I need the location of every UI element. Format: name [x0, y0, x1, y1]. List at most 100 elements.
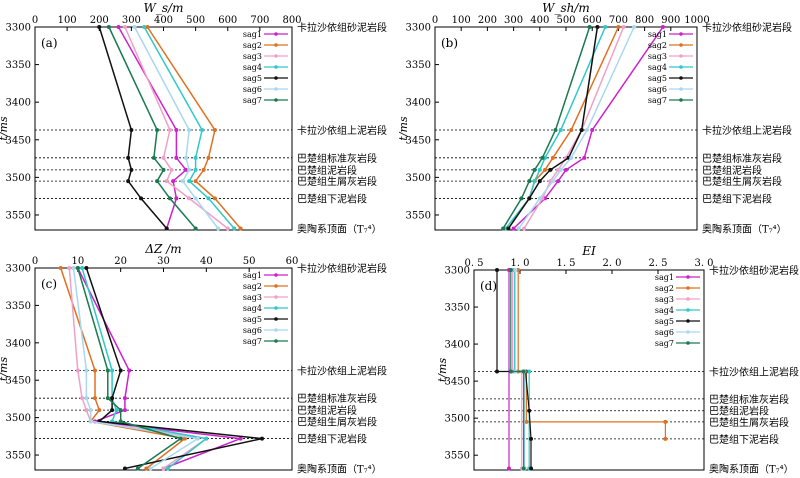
y-tick-label-b: 3500	[406, 173, 431, 184]
chart-title-a: W_s/m	[144, 1, 184, 15]
series-point-sag5-c	[110, 396, 115, 401]
legend-label-sag7-a: sag7	[243, 96, 262, 105]
x-tick-label-b: 500	[556, 15, 575, 26]
series-point-sag4-b	[537, 167, 542, 172]
x-tick-label-d: 1. 0	[510, 258, 529, 269]
series-point-sag6-b	[558, 167, 563, 172]
y-tick-label-b: 3350	[406, 60, 431, 71]
legend-label-sag3-a: sag3	[243, 52, 262, 61]
legend-label-sag2-c: sag2	[243, 282, 262, 291]
y-tick-label-b: 3300	[406, 23, 431, 34]
series-point-sag2-a	[212, 196, 217, 201]
series-point-sag4-c	[80, 266, 85, 270]
series-point-sag6-b	[537, 196, 542, 201]
y-tick-label-c: 3350	[6, 301, 31, 312]
legend-label-sag7-b: sag7	[648, 96, 667, 105]
series-line-sag2-d	[517, 270, 667, 439]
panel-b: 0 100 200 300 400 500 600 700 800 900 1000 3300 3350…	[397, 1, 792, 235]
legend-label-sag2-b: sag2	[648, 41, 667, 50]
legend-label-sag5-b: sag5	[648, 74, 667, 83]
legend-marker-sag4-b	[679, 65, 683, 69]
legend-marker-sag3-c	[274, 295, 278, 299]
series-point-sag5-d	[495, 268, 499, 272]
series-point-sag1-a	[174, 196, 179, 201]
series-point-sag1-b	[556, 179, 561, 184]
series-point-sag1-a	[174, 155, 179, 160]
y-tick-label-d: 3300	[445, 266, 470, 277]
series-point-sag4-c	[204, 436, 209, 441]
legend-marker-sag6-c	[274, 328, 278, 332]
strata-label-c: 巴楚组下泥岩段	[297, 433, 367, 446]
x-tick-label-b: 800	[635, 15, 654, 26]
panel-c: 0 10 20 30 40 50 60 3300 3350 3400 3450 3500 3550 ΔZ …	[0, 242, 387, 476]
series-point-sag2-c	[144, 466, 149, 471]
series-point-sag4-d	[527, 369, 532, 374]
strata-label-d: 巴楚组标准灰岩段	[709, 393, 789, 406]
series-point-sag1-c	[127, 368, 132, 373]
legend-marker-sag2-c	[274, 284, 278, 288]
legend-marker-sag6-a	[274, 87, 278, 91]
series-point-sag6-b	[516, 226, 521, 231]
strata-label-c: 巴楚组泥岩段	[297, 404, 357, 417]
x-tick-label-c: 0	[32, 256, 38, 267]
series-point-sag7-b	[540, 155, 545, 160]
x-tick-label-b: 100	[452, 15, 471, 26]
y-tick-label-d: 3550	[445, 451, 470, 462]
series-point-sag1-b	[564, 167, 568, 172]
series-point-sag2-d	[524, 419, 529, 424]
strata-label-a: 巴楚组下泥岩段	[297, 192, 367, 205]
series-point-sag7-a	[151, 155, 156, 160]
chart-title-d: EI	[581, 244, 596, 258]
series-point-sag5-a	[129, 167, 134, 172]
series-point-sag2-b	[543, 167, 548, 172]
series-point-sag1-b	[660, 25, 665, 29]
strata-label-d: 卡拉沙依组上泥岩段	[709, 365, 799, 378]
x-tick-label-a: 300	[122, 15, 141, 26]
y-axis-label-b: t/ms	[397, 116, 410, 141]
panel-label-a: (a)	[41, 36, 58, 50]
y-tick-label-d: 3350	[445, 303, 470, 314]
x-tick-label-d: 3. 0	[694, 258, 713, 269]
x-tick-label-d: 0. 5	[464, 258, 483, 269]
strata-label-c: 巴楚组生屑灰岩段	[297, 415, 377, 428]
legend-label-sag1-a: sag1	[243, 30, 262, 39]
series-point-sag2-c	[92, 396, 97, 401]
legend-marker-sag4-c	[274, 306, 278, 310]
series-point-sag1-b	[582, 155, 587, 160]
x-tick-label-c: 20	[114, 256, 127, 267]
series-point-sag1-a	[183, 167, 188, 172]
legend-label-sag3-d: sag3	[655, 295, 674, 304]
strata-label-b: 奥陶系顶面（T₇⁴）	[702, 222, 787, 235]
series-point-sag5-d	[527, 408, 532, 413]
x-tick-label-b: 1000	[684, 15, 709, 26]
series-point-sag2-b	[569, 128, 574, 133]
x-tick-label-b: 400	[530, 15, 549, 26]
series-point-sag5-d	[529, 436, 534, 441]
x-tick-label-a: 500	[186, 15, 205, 26]
legend-marker-sag5-d	[686, 319, 690, 323]
series-point-sag2-b	[550, 155, 555, 160]
series-point-sag6-a	[132, 25, 137, 29]
legend-marker-sag3-a	[274, 54, 278, 58]
x-tick-label-c: 30	[157, 256, 170, 267]
x-tick-label-a: 0	[32, 15, 38, 26]
legend-marker-sag2-b	[679, 43, 683, 47]
series-point-sag6-b	[584, 128, 589, 133]
series-point-sag7-d	[508, 369, 513, 374]
legend-label-sag5-d: sag5	[655, 317, 674, 326]
legend-label-sag4-a: sag4	[243, 63, 262, 72]
x-tick-label-b: 0	[432, 15, 438, 26]
y-tick-label-d: 3450	[445, 377, 470, 388]
series-point-sag2-c	[97, 408, 102, 413]
series-point-sag4-a	[206, 196, 211, 201]
y-tick-label-a: 3350	[6, 60, 31, 71]
strata-label-b: 巴楚组生屑灰岩段	[702, 175, 782, 188]
series-point-sag3-a	[122, 25, 127, 29]
series-point-sag5-a	[164, 226, 169, 231]
series-point-sag6-a	[187, 128, 192, 133]
series-point-sag3-a	[225, 226, 230, 231]
x-tick-label-b: 200	[478, 15, 497, 26]
y-tick-label-d: 3500	[445, 414, 470, 425]
legend-marker-sag1-b	[679, 32, 683, 36]
